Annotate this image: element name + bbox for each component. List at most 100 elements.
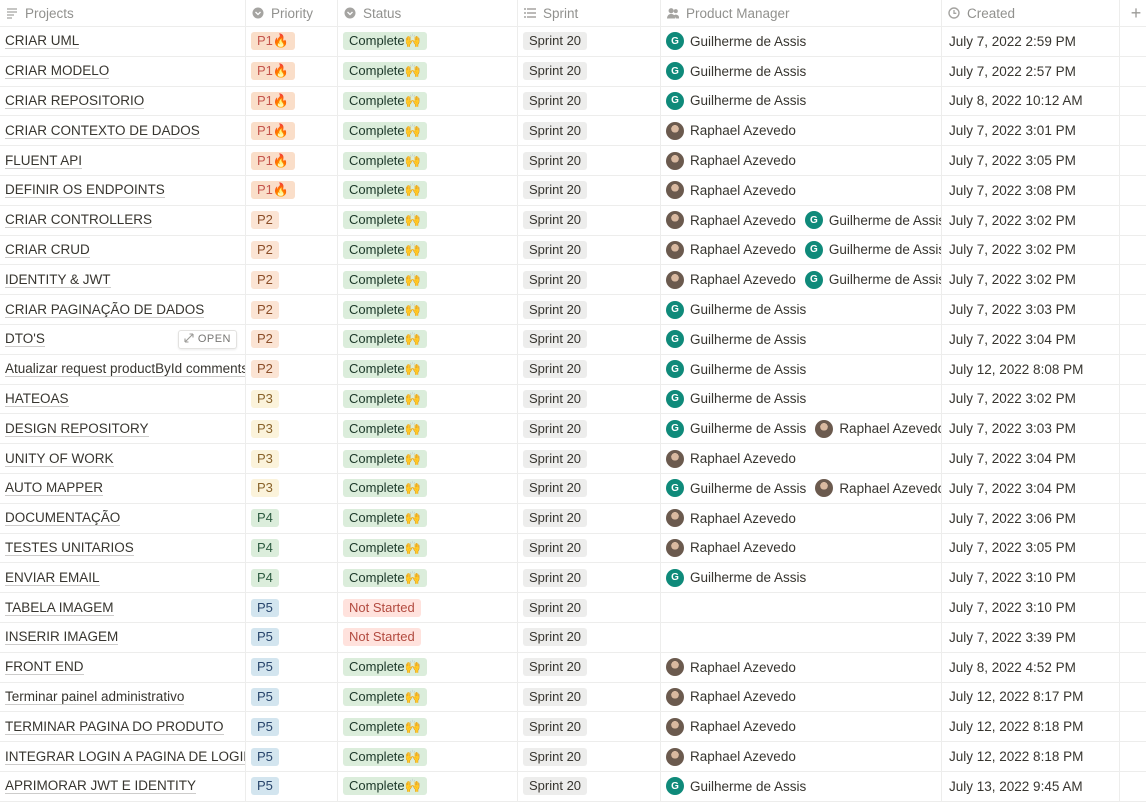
cell-priority[interactable]: P5 xyxy=(246,652,338,682)
cell-sprint[interactable]: Sprint 20 xyxy=(518,444,661,473)
cell-project[interactable]: TESTES UNITARIOS xyxy=(0,533,246,563)
cell-sprint[interactable]: Sprint 20 xyxy=(518,56,661,86)
cell-product-manager[interactable]: Raphael Azevedo xyxy=(661,444,942,473)
cell-product-manager[interactable]: Raphael Azevedo xyxy=(661,742,942,771)
cell-project[interactable]: DTO'S OPEN xyxy=(0,324,246,354)
cell-status[interactable]: Complete🙌 xyxy=(338,444,518,473)
cell-created[interactable]: July 12, 2022 8:18 PM xyxy=(942,742,1120,771)
cell-status[interactable]: Complete🙌 xyxy=(338,712,518,742)
cell-sprint[interactable]: Sprint 20 xyxy=(518,563,661,593)
person-chip[interactable]: Raphael Azevedo xyxy=(666,658,796,677)
cell-status[interactable]: Complete🙌 xyxy=(338,27,518,56)
project-title[interactable]: CRIAR CONTROLLERS xyxy=(5,212,153,229)
project-title[interactable]: INTEGRAR LOGIN A PAGINA DE LOGIN xyxy=(5,749,245,765)
cell-product-manager[interactable]: Raphael Azevedo xyxy=(661,503,942,533)
cell-project[interactable]: FLUENT API xyxy=(0,146,246,175)
column-header-sprint[interactable]: Sprint xyxy=(518,0,661,26)
cell-project[interactable]: CRIAR CONTROLLERS xyxy=(0,205,246,235)
cell-sprint[interactable]: Sprint 20 xyxy=(518,205,661,235)
cell-product-manager[interactable]: Raphael Azevedo xyxy=(661,652,942,682)
cell-product-manager[interactable]: G Guilherme de Assis Raphael Azevedo xyxy=(661,414,942,444)
person-chip[interactable]: Raphael Azevedo xyxy=(666,151,796,170)
table-row[interactable]: APRIMORAR JWT E IDENTITY P5 Complete🙌 Sp… xyxy=(0,771,1146,802)
table-row[interactable]: TESTES UNITARIOS P4 Complete🙌 Sprint 20 … xyxy=(0,533,1146,564)
table-row[interactable]: DEFINIR OS ENDPOINTS P1🔥 Complete🙌 Sprin… xyxy=(0,175,1146,206)
cell-status[interactable]: Complete🙌 xyxy=(338,235,518,265)
cell-sprint[interactable]: Sprint 20 xyxy=(518,354,661,384)
cell-priority[interactable]: P2 xyxy=(246,205,338,235)
cell-priority[interactable]: P3 xyxy=(246,444,338,473)
person-chip[interactable]: G Guilherme de Assis xyxy=(666,62,806,81)
column-header-created[interactable]: Created xyxy=(942,0,1120,26)
table-row[interactable]: TERMINAR PAGINA DO PRODUTO P5 Complete🙌 … xyxy=(0,712,1146,743)
cell-created[interactable]: July 7, 2022 3:06 PM xyxy=(942,503,1120,533)
project-title[interactable]: APRIMORAR JWT E IDENTITY xyxy=(5,778,197,795)
person-chip[interactable]: G Guilherme de Assis xyxy=(666,300,806,319)
cell-status[interactable]: Complete🙌 xyxy=(338,652,518,682)
cell-priority[interactable]: P1🔥 xyxy=(246,116,338,146)
cell-product-manager[interactable]: G Guilherme de Assis xyxy=(661,324,942,354)
project-title[interactable]: CRIAR CRUD xyxy=(5,241,90,258)
table-row[interactable]: CRIAR PAGINAÇÃO DE DADOS P2 Complete🙌 Sp… xyxy=(0,295,1146,325)
cell-status[interactable]: Complete🙌 xyxy=(338,414,518,444)
table-row[interactable]: CRIAR CRUD P2 Complete🙌 Sprint 20 Raphae… xyxy=(0,235,1146,266)
table-row[interactable]: FLUENT API P1🔥 Complete🙌 Sprint 20 Rapha… xyxy=(0,146,1146,176)
cell-project[interactable]: INTEGRAR LOGIN A PAGINA DE LOGIN xyxy=(0,742,246,771)
project-title[interactable]: DEFINIR OS ENDPOINTS xyxy=(5,182,165,199)
cell-sprint[interactable]: Sprint 20 xyxy=(518,324,661,354)
cell-created[interactable]: July 7, 2022 3:04 PM xyxy=(942,473,1120,503)
person-chip[interactable]: G Guilherme de Assis xyxy=(804,211,941,230)
cell-sprint[interactable]: Sprint 20 xyxy=(518,86,661,116)
cell-priority[interactable]: P4 xyxy=(246,503,338,533)
cell-created[interactable]: July 7, 2022 3:02 PM xyxy=(942,384,1120,414)
cell-priority[interactable]: P2 xyxy=(246,324,338,354)
cell-sprint[interactable]: Sprint 20 xyxy=(518,503,661,533)
cell-product-manager[interactable]: Raphael Azevedo xyxy=(661,712,942,742)
cell-product-manager[interactable]: Raphael Azevedo G Guilherme de Assis xyxy=(661,235,942,265)
cell-priority[interactable]: P4 xyxy=(246,533,338,563)
project-title[interactable]: ENVIAR EMAIL xyxy=(5,569,100,586)
column-header-priority[interactable]: Priority xyxy=(246,0,338,26)
cell-sprint[interactable]: Sprint 20 xyxy=(518,235,661,265)
cell-created[interactable]: July 7, 2022 3:05 PM xyxy=(942,146,1120,175)
cell-status[interactable]: Complete🙌 xyxy=(338,682,518,712)
project-title[interactable]: UNITY OF WORK xyxy=(5,450,114,467)
cell-sprint[interactable]: Sprint 20 xyxy=(518,175,661,205)
person-chip[interactable]: Raphael Azevedo xyxy=(666,538,796,557)
cell-created[interactable]: July 7, 2022 3:10 PM xyxy=(942,563,1120,593)
cell-project[interactable]: DESIGN REPOSITORY xyxy=(0,414,246,444)
cell-project[interactable]: CRIAR CONTEXTO DE DADOS xyxy=(0,116,246,146)
person-chip[interactable]: Raphael Azevedo xyxy=(666,270,796,289)
person-chip[interactable]: G Guilherme de Assis xyxy=(666,389,806,408)
project-title[interactable]: INSERIR IMAGEM xyxy=(5,629,119,646)
project-title[interactable]: IDENTITY & JWT xyxy=(5,271,111,288)
cell-priority[interactable]: P2 xyxy=(246,235,338,265)
cell-created[interactable]: July 7, 2022 3:01 PM xyxy=(942,116,1120,146)
cell-status[interactable]: Complete🙌 xyxy=(338,384,518,414)
person-chip[interactable]: G Guilherme de Assis xyxy=(666,91,806,110)
cell-project[interactable]: Terminar painel administrativo xyxy=(0,682,246,712)
cell-sprint[interactable]: Sprint 20 xyxy=(518,414,661,444)
project-title[interactable]: CRIAR REPOSITORIO xyxy=(5,92,145,109)
person-chip[interactable]: G Guilherme de Assis xyxy=(666,360,806,379)
cell-created[interactable]: July 13, 2022 9:45 AM xyxy=(942,771,1120,801)
cell-priority[interactable]: P1🔥 xyxy=(246,175,338,205)
table-row[interactable]: DTO'S OPEN P2 Complete🙌 Sprint 20 G Guil… xyxy=(0,324,1146,355)
cell-project[interactable]: INSERIR IMAGEM xyxy=(0,622,246,652)
person-chip[interactable]: G Guilherme de Assis xyxy=(666,330,806,349)
cell-product-manager[interactable]: Raphael Azevedo xyxy=(661,146,942,175)
cell-status[interactable]: Complete🙌 xyxy=(338,324,518,354)
cell-project[interactable]: CRIAR PAGINAÇÃO DE DADOS xyxy=(0,295,246,324)
cell-priority[interactable]: P5 xyxy=(246,682,338,712)
project-title[interactable]: FRONT END xyxy=(5,659,84,676)
cell-priority[interactable]: P2 xyxy=(246,265,338,295)
person-chip[interactable]: Raphael Azevedo xyxy=(666,211,796,230)
cell-product-manager[interactable]: G Guilherme de Assis xyxy=(661,354,942,384)
person-chip[interactable]: Raphael Azevedo xyxy=(815,479,941,498)
cell-product-manager[interactable]: G Guilherme de Assis xyxy=(661,56,942,86)
cell-project[interactable]: CRIAR UML xyxy=(0,27,246,56)
cell-status[interactable]: Not Started xyxy=(338,622,518,652)
cell-sprint[interactable]: Sprint 20 xyxy=(518,742,661,771)
table-row[interactable]: AUTO MAPPER P3 Complete🙌 Sprint 20 G Gui… xyxy=(0,473,1146,504)
cell-product-manager[interactable] xyxy=(661,622,942,652)
